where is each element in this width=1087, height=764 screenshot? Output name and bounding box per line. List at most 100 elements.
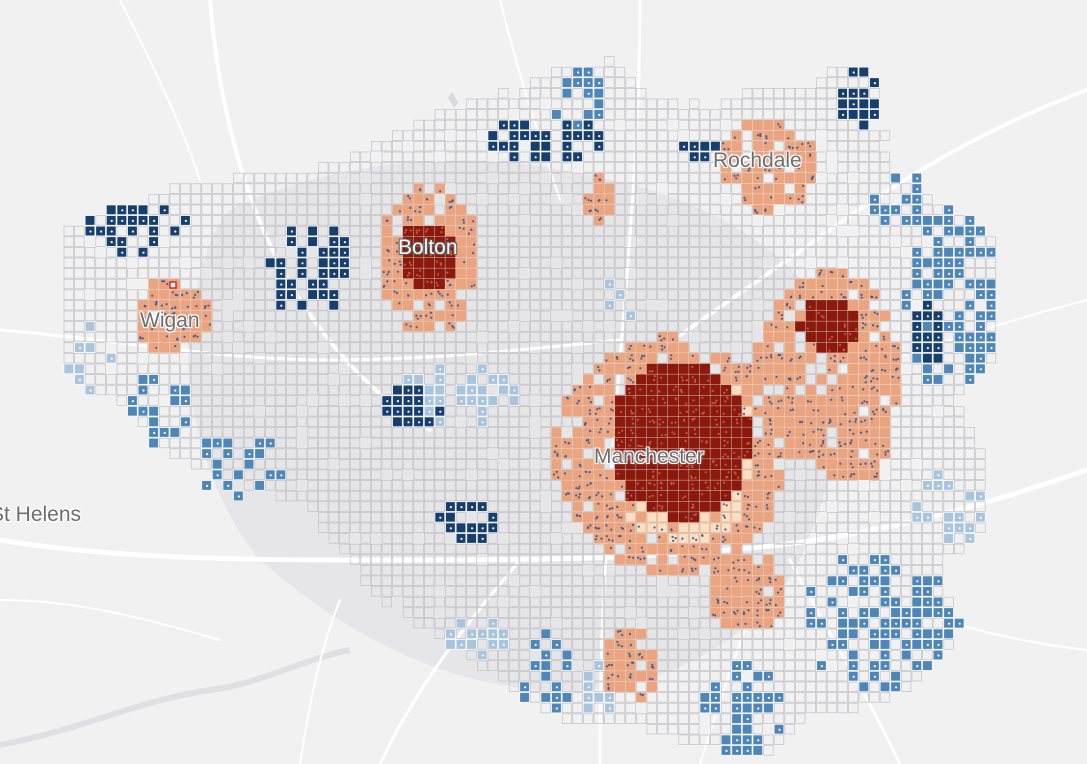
incident-point — [884, 219, 887, 222]
grid-cell-c95 — [593, 98, 604, 109]
grid-cell-h95 — [434, 183, 445, 194]
incident-point — [435, 281, 438, 284]
incident-point — [322, 283, 325, 286]
incident-point — [598, 369, 601, 372]
grid-cell-h99 — [816, 331, 827, 343]
grid-cell-h95 — [402, 194, 414, 205]
incident-point — [685, 410, 688, 413]
incident-point — [605, 359, 608, 362]
grid-cell-empty — [275, 321, 286, 332]
incident-point — [396, 270, 400, 273]
grid-cell-empty — [466, 119, 477, 131]
grid-cell-empty — [434, 130, 445, 141]
grid-cell-h95 — [848, 353, 859, 364]
grid-cell-empty — [890, 225, 901, 237]
grid-cell-empty — [657, 151, 668, 162]
grid-cell-empty — [307, 321, 318, 332]
grid-cell-empty — [646, 289, 657, 300]
incident-point — [343, 262, 346, 265]
incident-point — [577, 71, 580, 74]
incident-point — [648, 411, 652, 414]
incident-point — [641, 452, 645, 455]
grid-cell-empty — [763, 247, 774, 258]
grid-cell-h99 — [625, 427, 636, 438]
grid-cell-empty — [190, 194, 202, 205]
grid-cell-empty — [773, 278, 785, 290]
incident-point — [608, 378, 611, 381]
grid-cell-empty — [116, 331, 127, 343]
grid-cell-empty — [614, 162, 626, 173]
incident-point — [748, 167, 751, 170]
incident-point — [588, 409, 591, 412]
incident-point — [418, 400, 421, 403]
incident-point — [629, 439, 633, 442]
incident-point — [204, 314, 207, 317]
incident-point — [790, 358, 793, 361]
incident-point — [611, 507, 614, 510]
grid-cell-h99 — [837, 310, 848, 321]
incident-point — [727, 471, 730, 474]
grid-cell-empty — [466, 183, 477, 194]
grid-cell-empty — [392, 151, 403, 162]
grid-cell-c95 — [243, 459, 255, 470]
grid-cell-h95 — [890, 342, 901, 353]
grid-cell-empty — [710, 310, 721, 321]
grid-cell-empty — [879, 183, 891, 194]
grid-cell-h95 — [604, 427, 615, 438]
grid-cell-h95 — [604, 512, 615, 523]
incident-point — [875, 408, 878, 411]
grid-cell-h95 — [392, 278, 403, 290]
incident-point — [386, 400, 389, 403]
incident-point — [743, 558, 746, 562]
grid-cell-empty — [498, 130, 509, 141]
incident-point — [819, 271, 822, 274]
incident-point — [628, 450, 632, 453]
incident-point — [628, 547, 631, 550]
grid-cell-empty — [498, 247, 509, 258]
grid-cell-empty — [816, 183, 827, 194]
incident-point — [870, 295, 873, 298]
grid-cell-empty — [784, 88, 795, 99]
grid-cell-empty — [222, 289, 233, 300]
grid-cell-h95 — [667, 342, 679, 353]
incident-point — [702, 411, 706, 414]
incident-point — [406, 274, 409, 277]
incident-point — [567, 442, 570, 445]
grid-cell-h95 — [773, 321, 785, 332]
grid-cell-empty — [720, 183, 732, 194]
incident-point — [843, 323, 846, 326]
incident-point — [764, 432, 767, 435]
grid-cell-h99 — [625, 480, 636, 491]
incident-point — [694, 476, 697, 479]
grid-cell-empty — [466, 172, 477, 184]
incident-point — [513, 135, 516, 138]
grid-cell-h95 — [858, 300, 869, 311]
grid-cell-h95 — [572, 501, 583, 512]
grid-cell-empty — [413, 162, 424, 173]
incident-point — [791, 401, 794, 404]
grid-cell-empty — [922, 194, 933, 205]
grid-cell-empty — [720, 310, 732, 321]
grid-cell-empty — [455, 162, 467, 173]
grid-cell-empty — [540, 215, 551, 226]
incident-point — [393, 280, 396, 283]
grid-cell-empty — [307, 194, 318, 205]
incident-point — [418, 389, 421, 392]
grid-cell-empty — [116, 300, 127, 311]
grid-cell-h95 — [159, 321, 170, 332]
grid-cell-empty — [487, 119, 498, 131]
grid-cell-empty — [731, 204, 742, 215]
grid-cell-h95 — [816, 289, 827, 300]
grid-cell-empty — [816, 194, 827, 205]
incident-point — [587, 92, 590, 95]
incident-point — [821, 284, 824, 288]
grid-cell-h95 — [392, 236, 403, 247]
grid-cell-empty — [551, 66, 562, 78]
incident-point — [737, 370, 740, 373]
grid-cell-c95 — [954, 342, 965, 353]
grid-cell-empty — [498, 204, 509, 215]
grid-cell-empty — [752, 88, 763, 99]
incident-point — [605, 199, 608, 202]
grid-cell-empty — [360, 300, 371, 311]
